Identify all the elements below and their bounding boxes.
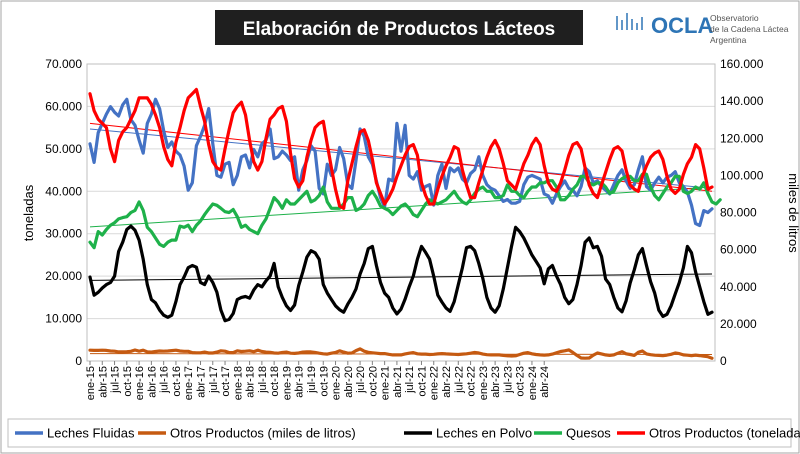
legend-label: Leches en Polvo bbox=[436, 426, 532, 441]
x-tick-label: oct-22 bbox=[466, 366, 478, 397]
legend-label: Leches Fluidas bbox=[47, 426, 135, 441]
x-tick-label: oct-21 bbox=[416, 366, 428, 397]
x-tick-label: abr-19 bbox=[294, 366, 306, 398]
y-axis-label: toneladas bbox=[21, 184, 36, 241]
x-tick-label: oct-23 bbox=[515, 366, 527, 397]
x-tick-label: oct-19 bbox=[318, 366, 330, 397]
x-tick-label: jul-15 bbox=[110, 366, 122, 394]
y-tick-label: 40.000 bbox=[45, 184, 82, 198]
y-tick-label: 30.000 bbox=[45, 227, 82, 241]
x-tick-label: ene-21 bbox=[380, 366, 392, 400]
series-line-leches-en-polvo bbox=[88, 224, 714, 323]
x-tick-label: oct-15 bbox=[122, 366, 134, 397]
ocla-logo-line3: Argentina bbox=[710, 35, 747, 45]
x-tick-label: ene-20 bbox=[331, 366, 343, 400]
y2-tick-label: 0 bbox=[720, 354, 727, 368]
series-lines bbox=[88, 87, 722, 360]
series-line-quesos bbox=[88, 172, 722, 250]
y-tick-label: 10.000 bbox=[45, 312, 82, 326]
x-tick-label: abr-16 bbox=[146, 366, 158, 398]
y-tick-label: 20.000 bbox=[45, 269, 82, 283]
x-tick-label: abr-24 bbox=[539, 366, 551, 398]
y2-tick-label: 100.000 bbox=[720, 168, 764, 182]
y-tick-label: 60.000 bbox=[45, 99, 82, 113]
series-line-otros-productos-miles-de-litros bbox=[88, 347, 714, 360]
y2-axis-ticks: 0 20.000 40.000 60.000 80.000 100.000 120.000 1… bbox=[720, 57, 764, 368]
x-axis-ticks: ene-15 abr-15 jul-15 oct-15 ene-16 abr-16 jul-… bbox=[85, 361, 551, 400]
x-tick-label: jul-16 bbox=[159, 366, 171, 394]
x-tick-label: oct-17 bbox=[220, 366, 232, 397]
x-tick-label: ene-24 bbox=[527, 366, 539, 400]
x-tick-label: oct-18 bbox=[269, 366, 281, 397]
x-tick-label: ene-15 bbox=[85, 366, 97, 400]
x-tick-label: abr-21 bbox=[392, 366, 404, 398]
ocla-waves-icon bbox=[616, 13, 643, 30]
x-tick-label: jul-21 bbox=[404, 366, 416, 394]
y2-tick-label: 140.000 bbox=[720, 94, 764, 108]
x-tick-label: jul-18 bbox=[257, 366, 269, 394]
x-tick-label: abr-22 bbox=[441, 366, 453, 398]
y2-tick-label: 80.000 bbox=[720, 206, 757, 220]
legend-label: Otros Productos (miles de litros) bbox=[170, 426, 356, 441]
series-line-otros-productos-toneladas bbox=[88, 87, 714, 210]
ocla-logo-line1: Observatorio bbox=[710, 13, 759, 23]
x-tick-label: ene-18 bbox=[232, 366, 244, 400]
ocla-logo-name: OCLA bbox=[651, 13, 713, 38]
x-tick-label: jul-22 bbox=[453, 366, 465, 394]
chart-title: Elaboración de Productos Lácteos bbox=[215, 10, 583, 45]
x-tick-label: ene-22 bbox=[429, 366, 441, 400]
trendline-leches-fluidas bbox=[89, 128, 713, 189]
y2-tick-label: 120.000 bbox=[720, 131, 764, 145]
chart-title-background bbox=[215, 10, 583, 45]
x-tick-label: abr-15 bbox=[97, 366, 109, 398]
legend-label: Otros Productos (toneladas) bbox=[649, 426, 800, 441]
x-tick-label: jul-20 bbox=[355, 366, 367, 394]
trendline-otros-productos-toneladas bbox=[89, 122, 713, 192]
x-tick-label: abr-18 bbox=[245, 366, 257, 398]
ocla-logo-line2: de la Cadena Láctea bbox=[710, 24, 789, 34]
x-tick-label: oct-16 bbox=[171, 366, 183, 397]
y2-tick-label: 40.000 bbox=[720, 280, 757, 294]
plot-area bbox=[86, 63, 716, 362]
x-tick-label: oct-20 bbox=[367, 366, 379, 397]
x-tick-label: abr-20 bbox=[343, 366, 355, 398]
trendline-leches-en-polvo bbox=[89, 273, 713, 281]
x-tick-label: ene-17 bbox=[183, 366, 195, 400]
x-tick-label: jul-19 bbox=[306, 366, 318, 394]
y2-tick-label: 20.000 bbox=[720, 317, 757, 331]
y-axis-ticks: 0 10.000 20.000 30.000 40.000 50.000 60.000 70.… bbox=[45, 57, 82, 368]
ocla-logo: OCLA Observatorio de la Cadena Láctea Ar… bbox=[616, 13, 789, 45]
x-tick-label: ene-16 bbox=[134, 366, 146, 400]
x-tick-label: ene-19 bbox=[281, 366, 293, 400]
legend-label: Quesos bbox=[566, 426, 611, 441]
y2-tick-label: 160.000 bbox=[720, 57, 764, 71]
legend: Leches Fluidas Otros Productos (miles de … bbox=[7, 418, 800, 448]
chart-title-text: Elaboración de Productos Lácteos bbox=[243, 19, 556, 40]
y-tick-label: 70.000 bbox=[45, 57, 82, 71]
x-tick-label: abr-23 bbox=[490, 366, 502, 398]
x-tick-label: abr-17 bbox=[195, 366, 207, 398]
x-tick-label: jul-23 bbox=[502, 366, 514, 394]
x-tick-label: jul-17 bbox=[208, 366, 220, 394]
x-tick-label: ene-23 bbox=[478, 366, 490, 400]
y2-axis-label: miles de litros bbox=[786, 173, 800, 253]
y2-tick-label: 60.000 bbox=[720, 243, 757, 257]
y-tick-label: 50.000 bbox=[45, 142, 82, 156]
y-tick-label: 0 bbox=[75, 354, 82, 368]
